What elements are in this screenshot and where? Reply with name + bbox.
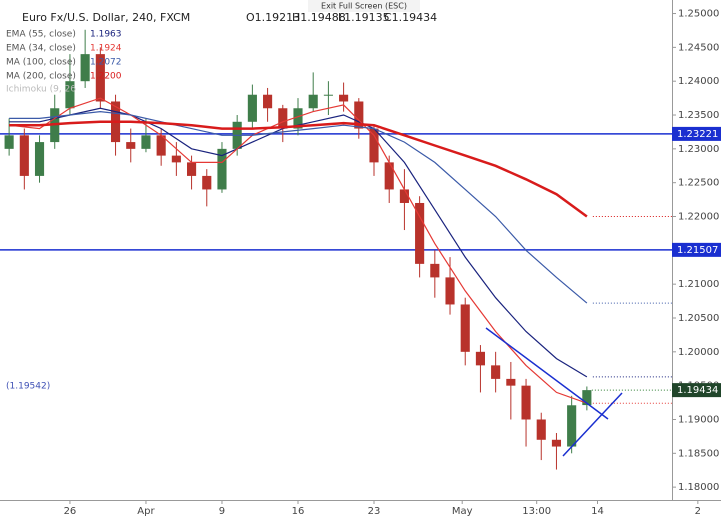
candle-body bbox=[126, 142, 136, 149]
candle-body bbox=[415, 202, 425, 264]
y-tick-label: 1.19000 bbox=[678, 414, 719, 425]
candle-body bbox=[65, 81, 75, 109]
candle-body bbox=[34, 142, 45, 176]
ma-line bbox=[9, 120, 588, 218]
candle-body bbox=[430, 263, 440, 278]
candle-body bbox=[187, 162, 197, 176]
trendline bbox=[562, 392, 623, 457]
x-tick-label: May bbox=[452, 506, 473, 517]
ohlc-value: C1.19434 bbox=[384, 11, 437, 24]
ma-line bbox=[9, 110, 588, 304]
candle-body bbox=[293, 108, 303, 129]
candle-body bbox=[4, 135, 14, 149]
level-label-bg bbox=[672, 126, 721, 141]
legend-name: EMA (55, close) bbox=[6, 30, 76, 40]
y-tick-label: 1.22500 bbox=[678, 178, 719, 189]
y-tick-label: 1.24000 bbox=[678, 76, 719, 87]
y-tick-label: 1.18000 bbox=[678, 482, 719, 493]
legend-name: MA (100, close) bbox=[6, 58, 76, 68]
y-tick-label: 1.21000 bbox=[678, 279, 719, 290]
ohlc-value: H1.19488 bbox=[292, 11, 346, 24]
symbol-title: Euro Fx/U.S. Dollar, 240, FXCM bbox=[22, 11, 190, 24]
candle-body bbox=[551, 439, 562, 447]
candle-body bbox=[491, 365, 501, 379]
exit-button-bg[interactable] bbox=[308, 0, 420, 12]
candle-body bbox=[263, 94, 273, 109]
candle-body bbox=[80, 54, 90, 82]
candle-body bbox=[445, 277, 455, 305]
y-tick-label: 1.22000 bbox=[678, 212, 719, 223]
legend-value: 1.2200 bbox=[90, 72, 122, 82]
candle-body bbox=[399, 189, 409, 203]
x-tick-label: 9 bbox=[219, 506, 225, 517]
y-tick-label: 1.25000 bbox=[678, 9, 719, 20]
candle-body bbox=[278, 108, 288, 129]
last-price-label: 1.19434 bbox=[677, 385, 718, 396]
candle-body bbox=[95, 54, 105, 102]
legend: EMA (55, close) 1.1963 EMA (34, close) 1.19… bbox=[6, 30, 122, 82]
candle-body bbox=[19, 135, 29, 176]
ichimoku-label: Ichimoku (9, 26 bbox=[6, 85, 76, 95]
candle-body bbox=[506, 378, 516, 386]
left-price-label: (1.19542) bbox=[6, 382, 50, 392]
candle-body bbox=[217, 148, 227, 190]
x-tick-label: Apr bbox=[137, 506, 155, 517]
candle-body bbox=[460, 304, 470, 352]
candle-body bbox=[202, 175, 212, 190]
candle-body bbox=[156, 135, 166, 156]
candle-body bbox=[369, 128, 379, 163]
plot-area bbox=[0, 29, 672, 470]
level-label-bg bbox=[672, 242, 721, 257]
candle-body bbox=[384, 162, 394, 190]
level-label: 1.21507 bbox=[677, 245, 718, 256]
legend-value: 1.2072 bbox=[90, 58, 122, 68]
x-tick-label: 26 bbox=[64, 506, 77, 517]
candle-body bbox=[141, 135, 151, 149]
candle-body bbox=[247, 94, 257, 122]
y-tick-label: 1.18500 bbox=[678, 448, 719, 459]
legend-value: 1.1963 bbox=[90, 30, 122, 40]
y-tick-label: 1.23500 bbox=[678, 110, 719, 121]
candle-body bbox=[339, 94, 349, 102]
x-tick-label: 14 bbox=[591, 506, 604, 517]
candle-body bbox=[567, 405, 577, 447]
x-tick-label: 2 bbox=[695, 506, 701, 517]
candle-body bbox=[536, 419, 546, 440]
candle-body bbox=[521, 385, 531, 420]
ohlc-value: L1.19135 bbox=[338, 11, 390, 24]
candle-body bbox=[475, 351, 485, 366]
x-tick-label: 16 bbox=[292, 506, 305, 517]
legend-value: 1.1924 bbox=[90, 44, 122, 54]
level-label: 1.23221 bbox=[677, 129, 718, 140]
y-tick-label: 1.20000 bbox=[678, 347, 719, 358]
legend-name: EMA (34, close) bbox=[6, 44, 76, 54]
legend-name: MA (200, close) bbox=[6, 72, 76, 82]
candle-body bbox=[354, 101, 364, 129]
last-price-bg bbox=[672, 383, 721, 398]
x-tick-label: 23 bbox=[368, 506, 381, 517]
y-tick-label: 1.20500 bbox=[678, 313, 719, 324]
ohlc-value: O1.19213 bbox=[246, 11, 300, 24]
candle-body bbox=[323, 94, 333, 96]
exit-button[interactable]: Exit Full Screen (ESC) bbox=[321, 2, 407, 11]
candle-body bbox=[171, 155, 181, 163]
x-tick-label: 13:00 bbox=[522, 506, 551, 517]
candle-body bbox=[582, 390, 592, 406]
y-tick-label: 1.24500 bbox=[678, 42, 719, 53]
candle-body bbox=[308, 94, 318, 109]
y-tick-label: 1.23000 bbox=[678, 144, 719, 155]
ma-line bbox=[9, 97, 588, 404]
trendline bbox=[485, 327, 609, 420]
